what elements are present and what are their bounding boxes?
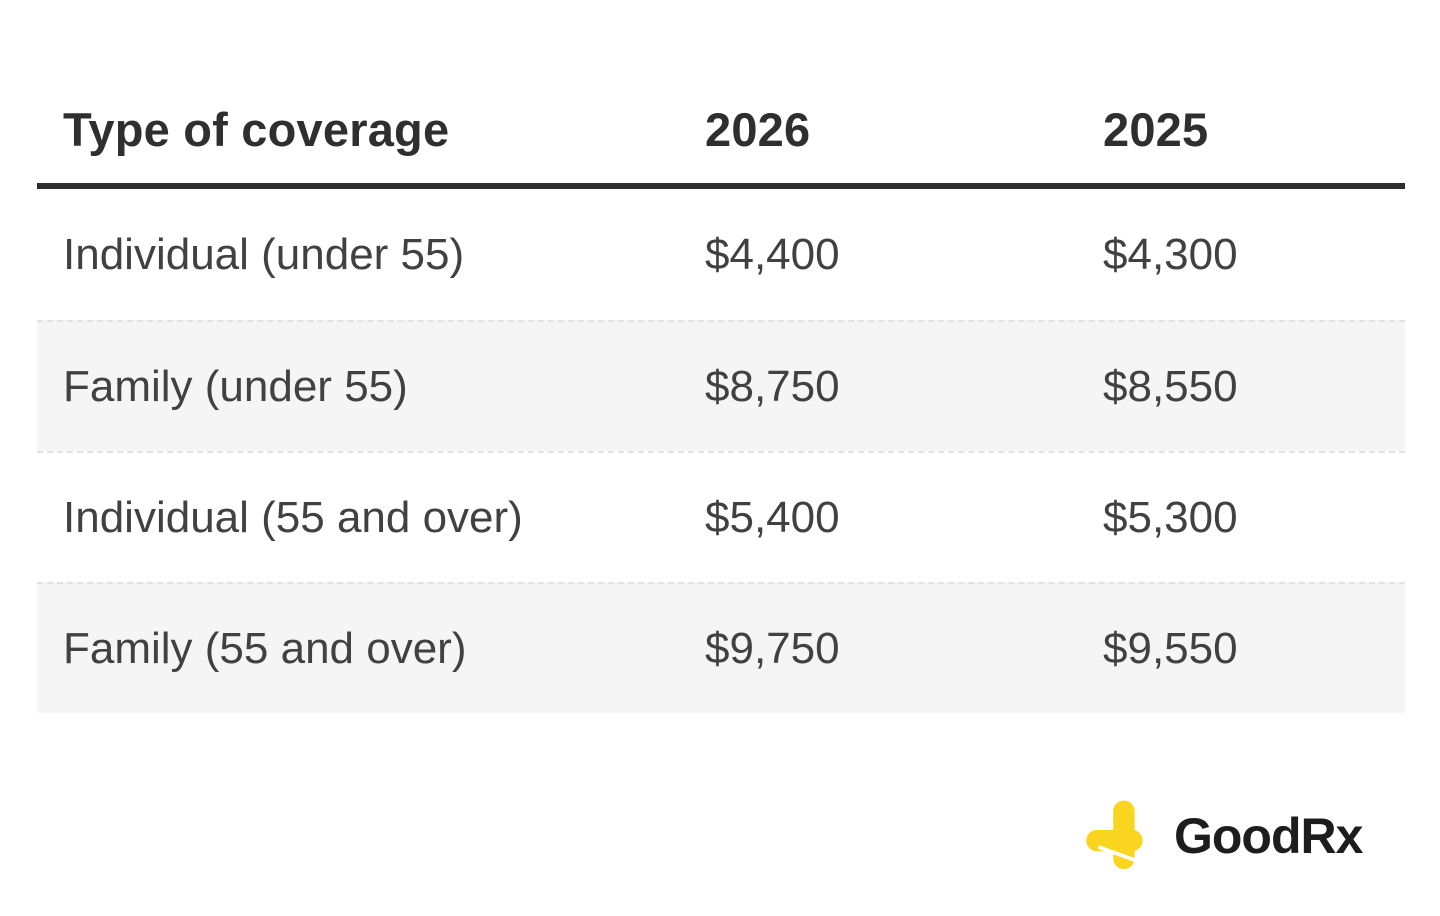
row-label: Individual (under 55) <box>63 229 465 279</box>
value-2026: $9,750 <box>705 623 840 673</box>
row-label: Family (under 55) <box>63 361 408 411</box>
table-row: Family (under 55) $8,750 $8,550 <box>37 320 1405 451</box>
value-2025: $4,300 <box>1103 229 1238 279</box>
column-header-2025: 2025 <box>1103 102 1209 156</box>
column-header-type-of-coverage: Type of coverage <box>63 102 450 156</box>
table-row: Family (55 and over) $9,750 $9,550 <box>37 582 1405 713</box>
value-2026: $8,750 <box>705 361 840 411</box>
value-2025: $8,550 <box>1103 361 1238 411</box>
column-header-2026: 2026 <box>705 102 811 156</box>
value-2025: $5,300 <box>1103 492 1238 542</box>
coverage-limits-table: Type of coverage 2026 2025 Individual (u… <box>37 75 1405 713</box>
goodrx-logo: GoodRx <box>1085 798 1363 874</box>
goodrx-cross-icon <box>1086 800 1147 870</box>
header-divider-rule <box>37 183 1405 189</box>
table-row: Individual (55 and over) $5,400 $5,300 <box>37 451 1405 582</box>
value-2026: $4,400 <box>705 229 840 279</box>
row-label: Family (55 and over) <box>63 623 467 673</box>
value-2026: $5,400 <box>705 492 840 542</box>
table-row: Individual (under 55) $4,400 $4,300 <box>37 189 1405 320</box>
row-label: Individual (55 and over) <box>63 492 523 542</box>
table-header-row: Type of coverage 2026 2025 <box>37 75 1405 183</box>
value-2025: $9,550 <box>1103 623 1238 673</box>
goodrx-logo-text: GoodRx <box>1174 808 1363 864</box>
